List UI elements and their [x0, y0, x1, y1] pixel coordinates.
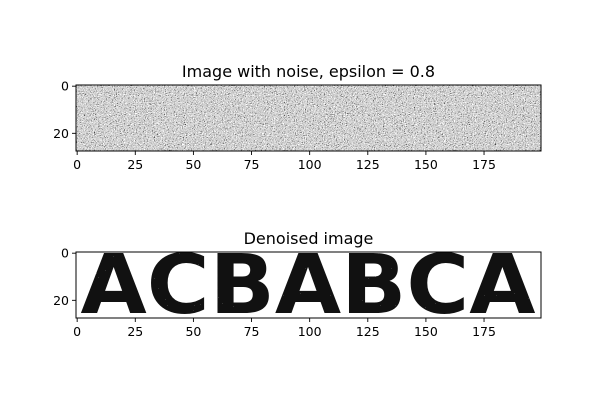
x-tick-label: 0: [73, 157, 81, 172]
x-tick-label: 0: [73, 324, 81, 339]
noisy-image-ticks: 0 25 50 75 100 125 150 175 0 20: [53, 79, 496, 172]
x-tick-label: 125: [356, 157, 380, 172]
denoised-image-title: Denoised image: [244, 229, 374, 248]
denoised-letters: ACBABCA: [81, 238, 537, 333]
x-tick-label: 175: [472, 157, 496, 172]
denoised-image-panel: Denoised image ACBABCA ACBABCA 0 25 50 75 10…: [53, 229, 542, 339]
x-tick-label: 125: [356, 324, 380, 339]
x-tick-label: 175: [472, 324, 496, 339]
y-tick-label: 0: [61, 79, 69, 94]
x-tick-label: 25: [127, 324, 143, 339]
noisy-image-pixels: [76, 85, 541, 151]
x-tick-label: 75: [244, 324, 260, 339]
x-tick-label: 25: [127, 157, 143, 172]
x-tick-label: 100: [298, 324, 322, 339]
denoised-image-ticks: 0 25 50 75 100 125 150 175 0 20: [53, 246, 496, 339]
noisy-image-panel: Image with noise, epsilon = 0.8 0 25 50 75 1…: [53, 62, 542, 172]
denoised-letters-speckle: ACBABCA: [81, 238, 537, 333]
y-tick-label: 20: [53, 293, 69, 308]
x-tick-label: 100: [298, 157, 322, 172]
y-tick-label: 20: [53, 126, 69, 141]
x-tick-label: 75: [244, 157, 260, 172]
denoised-image-background: [76, 252, 541, 318]
noisy-image-area: [76, 85, 541, 151]
y-tick-label: 0: [61, 246, 69, 261]
denoised-image-area: ACBABCA ACBABCA: [76, 238, 541, 333]
x-tick-label: 50: [185, 157, 201, 172]
noisy-image-title: Image with noise, epsilon = 0.8: [182, 62, 435, 81]
noisy-image-frame: [75, 84, 542, 152]
denoised-image-frame: [75, 251, 542, 319]
x-tick-label: 150: [414, 324, 438, 339]
x-tick-label: 150: [414, 157, 438, 172]
x-tick-label: 50: [185, 324, 201, 339]
